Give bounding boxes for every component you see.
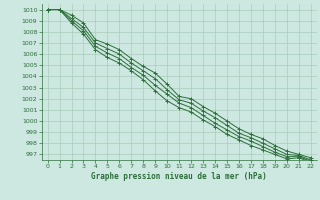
X-axis label: Graphe pression niveau de la mer (hPa): Graphe pression niveau de la mer (hPa) xyxy=(91,172,267,181)
